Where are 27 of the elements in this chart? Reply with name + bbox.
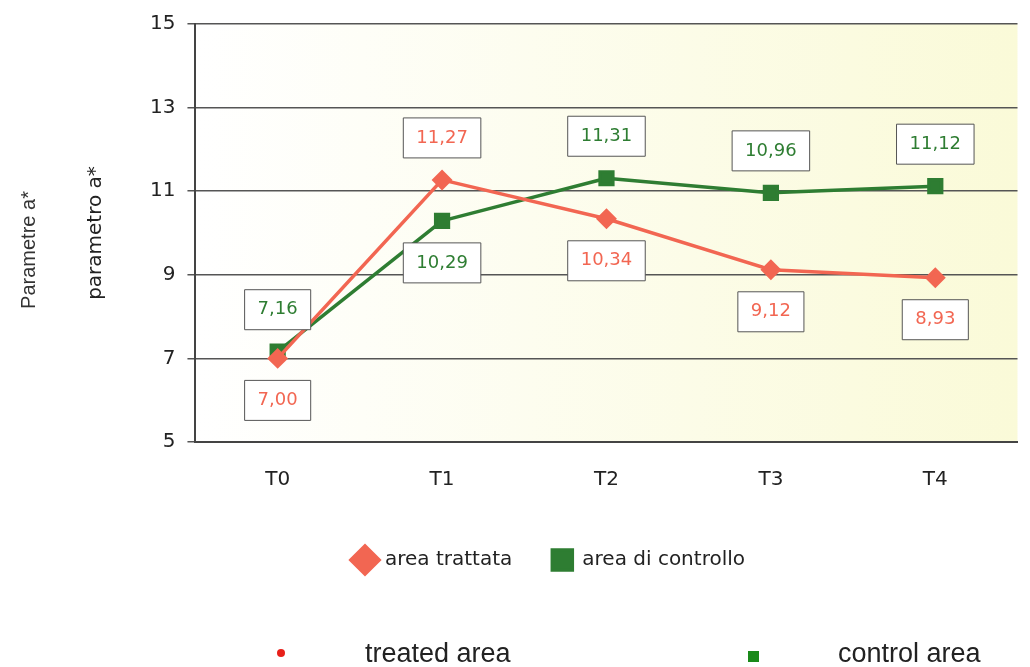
data-label: 8,93 xyxy=(915,307,956,329)
data-label: 11,27 xyxy=(416,125,468,147)
y-tick-label: 7 xyxy=(162,344,176,369)
data-label: 11,12 xyxy=(909,131,962,153)
data-label: 10,29 xyxy=(416,250,468,272)
x-tick-label: T4 xyxy=(921,466,948,491)
text: Parametre a* xyxy=(16,191,40,309)
y-tick-label: 11 xyxy=(150,177,176,202)
y-tick-label: 13 xyxy=(150,93,176,118)
data-label: 9,12 xyxy=(750,299,791,321)
y-tick-label: 9 xyxy=(162,261,176,285)
y-axis-title: parametro a* xyxy=(82,166,107,300)
x-tick-label: T2 xyxy=(593,466,619,491)
legend-label: area di controllo xyxy=(582,546,745,571)
legend-label: area trattata xyxy=(385,546,513,571)
data-label: 7,16 xyxy=(257,297,298,319)
x-tick-label: T0 xyxy=(264,466,291,491)
data-label: 11,31 xyxy=(580,123,633,145)
text: control area xyxy=(838,638,981,667)
x-tick-label: T1 xyxy=(428,466,455,491)
y-tick-label: 15 xyxy=(150,10,176,35)
y-tick-label: 5 xyxy=(162,428,176,453)
text: treated area xyxy=(365,638,511,667)
data-label: 7,00 xyxy=(257,388,298,410)
x-tick-label: T3 xyxy=(757,466,784,491)
data-label: 10,34 xyxy=(580,248,633,270)
data-label: 10,96 xyxy=(745,138,797,160)
